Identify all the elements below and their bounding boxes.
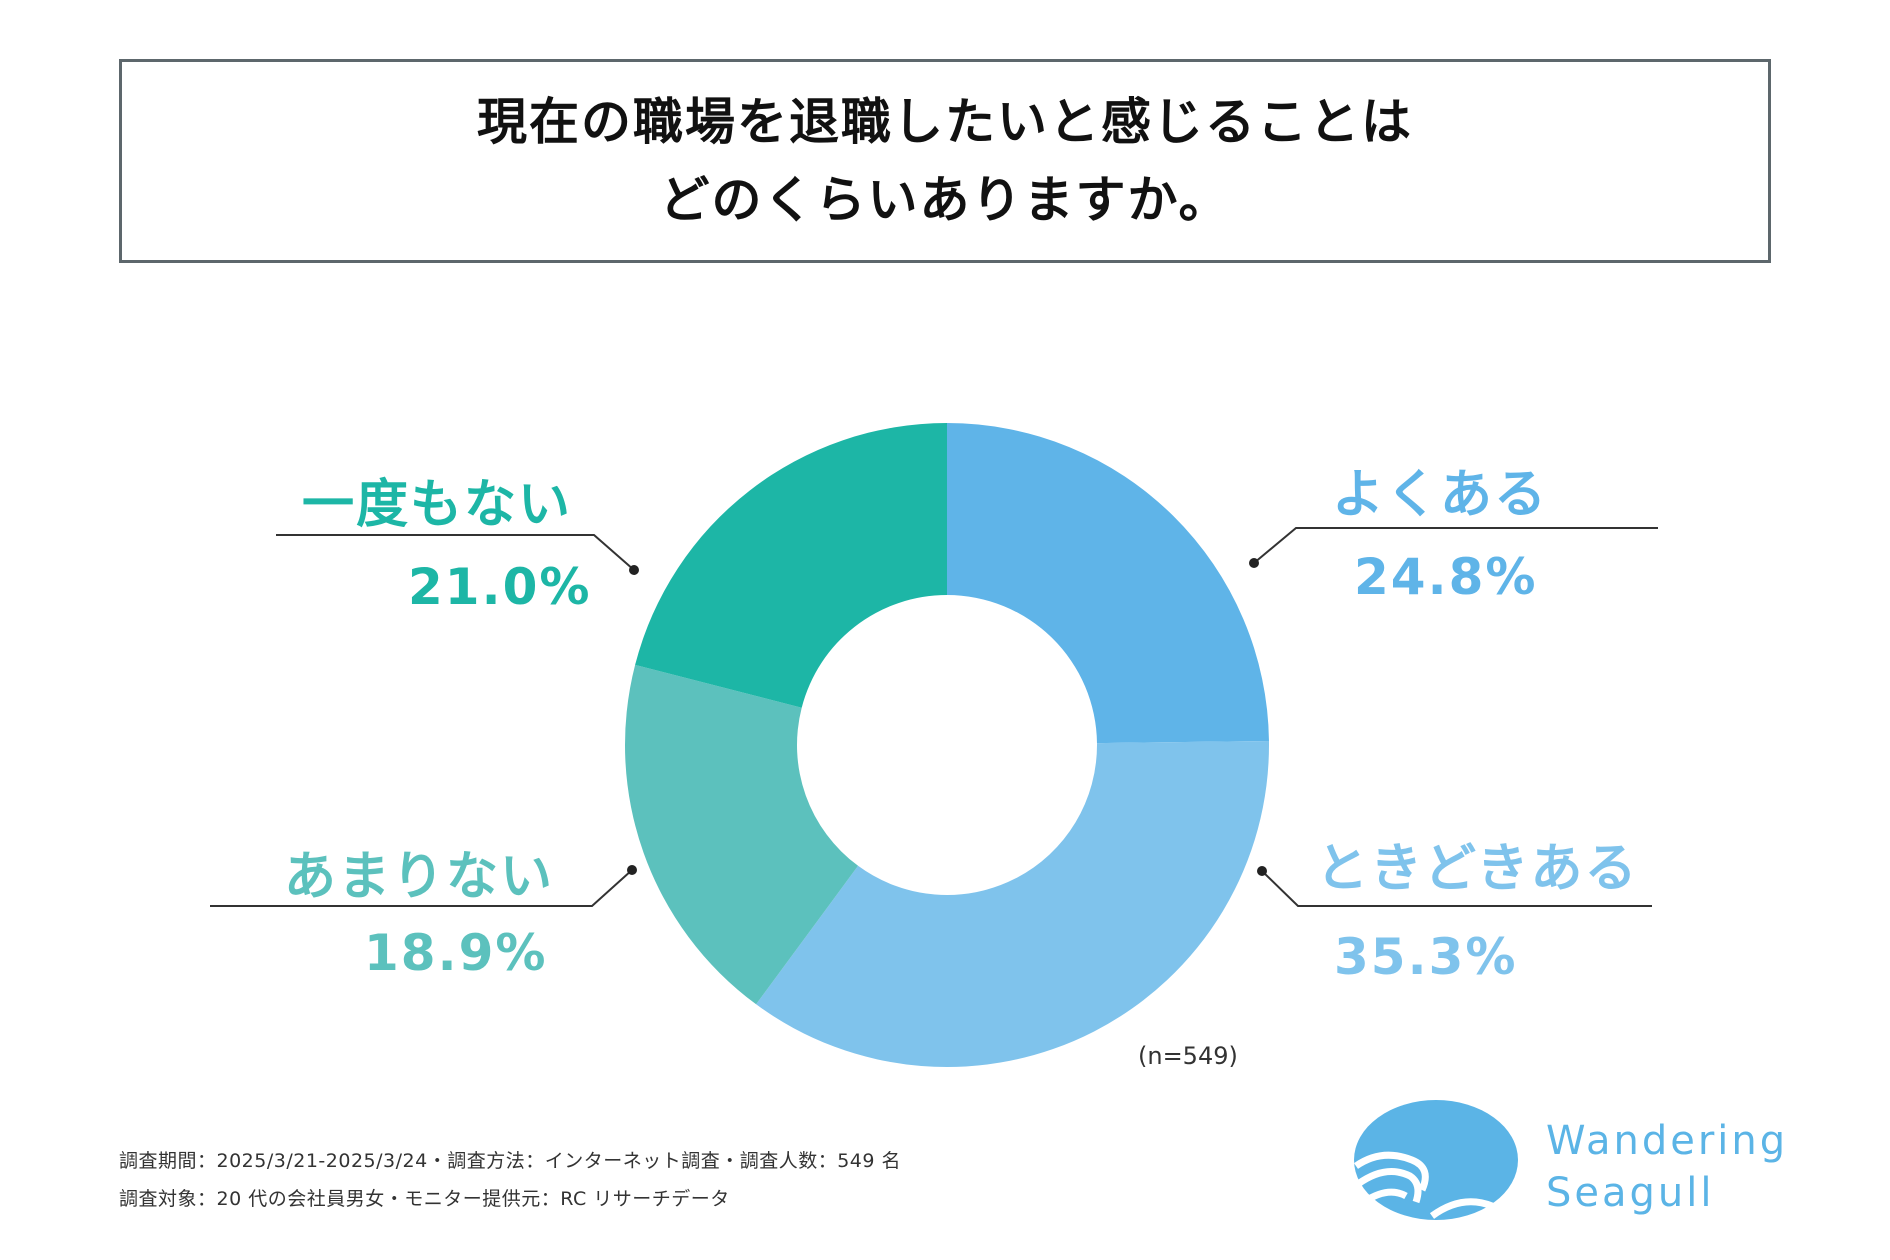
leader-line-amari-nai [210, 869, 633, 907]
leader-line-yoku-aru-dot [1249, 558, 1259, 568]
value-label-tokidoki-aru: 35.3% [1334, 928, 1518, 986]
leader-line-yoku-aru [1253, 527, 1658, 564]
leader-line-ichido-mo-nai [276, 534, 635, 571]
label-yoku-aru: よくある [1332, 465, 1549, 525]
sample-size-note: (n=549) [1138, 1042, 1238, 1070]
logo-text-seagull: Seagull [1546, 1170, 1715, 1216]
label-amari-nai: あまりない [284, 847, 555, 907]
donut-slice-yoku-aru [947, 423, 1269, 744]
leader-line-amari-nai-dot [627, 865, 637, 875]
logo-text-wandering: Wandering [1546, 1118, 1789, 1164]
donut-slice-tokidoki-aru [756, 740, 1270, 1068]
leader-line-tokidoki-aru [1261, 870, 1652, 907]
leader-line-tokidoki-aru-dot [1257, 866, 1267, 876]
value-label-amari-nai: 18.9% [364, 924, 548, 982]
footnote-survey-target: 調査対象：20 代の会社員男女・モニター提供元：RC リサーチデータ [119, 1188, 730, 1210]
title-box: 現在の職場を退職したいと感じることは どのくらいありますか。 [119, 59, 1771, 263]
chart-title-line-1: 現在の職場を退職したいと感じることは [477, 93, 1413, 151]
donut-slice-ichido-mo-nai [635, 423, 947, 708]
chart-title-line-2: どのくらいありますか。 [659, 171, 1231, 229]
footnote-survey-period: 調査期間：2025/3/21-2025/3/24・調査方法：インターネット調査・… [119, 1150, 902, 1172]
seagull-wave-logo-icon [1354, 1100, 1520, 1220]
leader-line-ichido-mo-nai-dot [629, 565, 639, 575]
value-label-ichido-mo-nai: 21.0% [408, 558, 592, 616]
label-ichido-mo-nai: 一度もない [302, 475, 573, 535]
value-label-yoku-aru: 24.8% [1354, 548, 1538, 606]
donut-slice-amari-nai [624, 664, 859, 1005]
label-tokidoki-aru: ときどきある [1316, 839, 1639, 899]
